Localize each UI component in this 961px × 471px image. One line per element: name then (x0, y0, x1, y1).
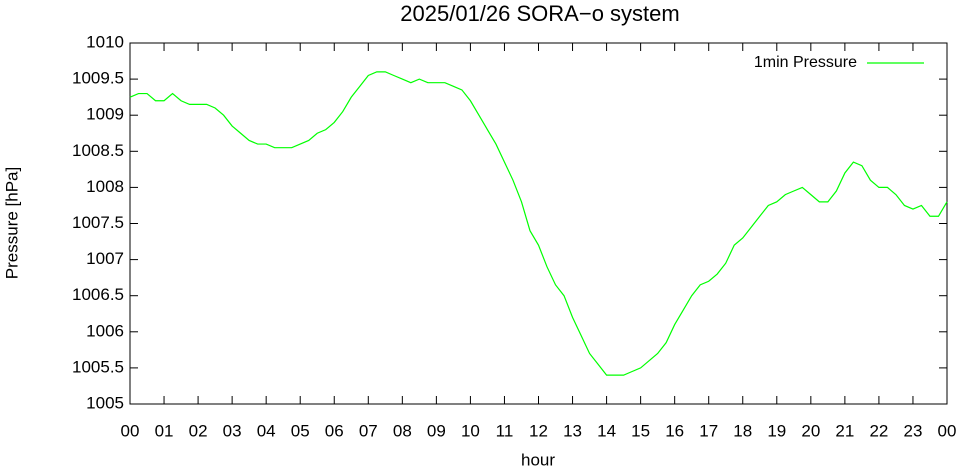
x-axis-label: hour (521, 450, 555, 469)
y-tick-label: 1009.5 (72, 69, 124, 88)
y-tick-label: 1008 (86, 177, 124, 196)
x-tick-label: 00 (121, 421, 140, 440)
data-line (129, 71, 948, 376)
y-tick-label: 1007.5 (72, 213, 124, 232)
x-tick-label: 21 (835, 421, 854, 440)
x-tick-label: 00 (938, 421, 957, 440)
x-tick-label: 03 (223, 421, 242, 440)
x-tick-label: 19 (767, 421, 786, 440)
x-tick-label: 04 (257, 421, 276, 440)
x-tick-label: 14 (597, 421, 616, 440)
x-tick-label: 02 (189, 421, 208, 440)
x-tick-label: 05 (291, 421, 310, 440)
legend-label: 1min Pressure (754, 54, 857, 71)
y-tick-label: 1008.5 (72, 141, 124, 160)
x-tick-label: 17 (699, 421, 718, 440)
x-tick-label: 07 (359, 421, 378, 440)
x-tick-label: 08 (393, 421, 412, 440)
y-tick-label: 1005 (86, 393, 124, 412)
x-tick-label: 13 (563, 421, 582, 440)
y-tick-label: 1005.5 (72, 357, 124, 376)
x-tick-label: 22 (869, 421, 888, 440)
y-tick-label: 1006.5 (72, 285, 124, 304)
x-tick-label: 12 (529, 421, 548, 440)
x-tick-label: 11 (496, 421, 514, 440)
x-tick-label: 15 (631, 421, 650, 440)
x-tick-label: 16 (665, 421, 684, 440)
y-tick-label: 1007 (86, 249, 124, 268)
y-tick-label: 1006 (86, 321, 124, 340)
chart-title: 2025/01/26 SORA−o system (400, 1, 679, 26)
x-tick-label: 20 (801, 421, 820, 440)
x-tick-label: 18 (733, 421, 752, 440)
x-tick-label: 09 (427, 421, 446, 440)
plot-frame (129, 42, 948, 405)
y-tick-label: 1009 (86, 105, 124, 124)
y-axis-label: Pressure [hPa] (2, 167, 21, 279)
y-tick-label: 1010 (86, 32, 124, 51)
x-tick-label: 01 (155, 421, 174, 440)
x-tick-label: 06 (325, 421, 344, 440)
x-tick-label: 10 (461, 421, 480, 440)
x-tick-label: 23 (903, 421, 922, 440)
